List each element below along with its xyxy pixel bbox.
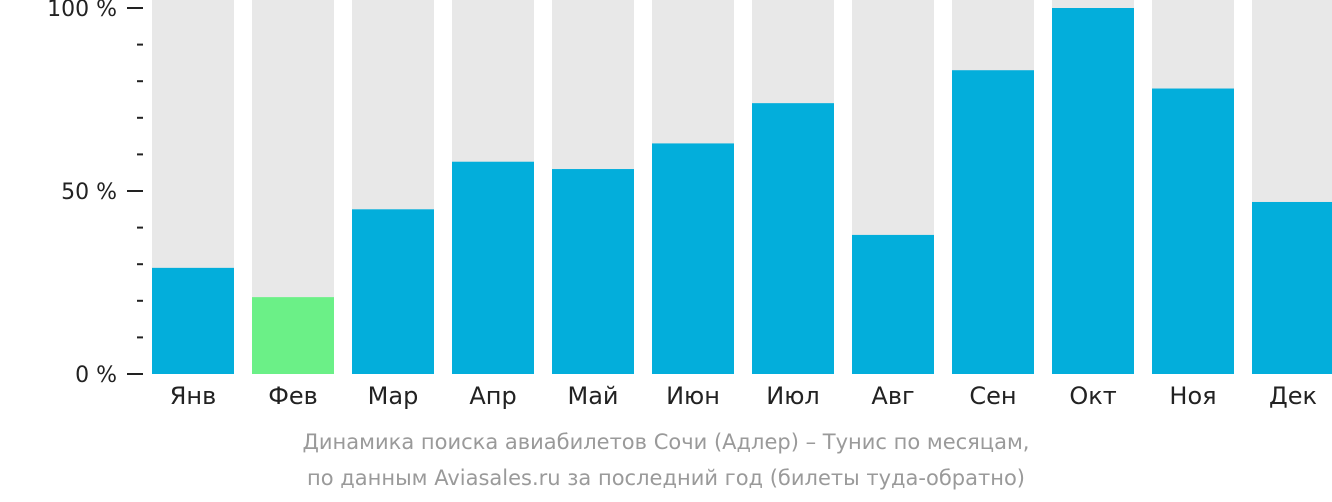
bar-2 — [252, 297, 334, 374]
x-tick-label: Фев — [268, 382, 318, 410]
x-tick-label: Июл — [766, 382, 820, 410]
bar-6 — [652, 143, 734, 374]
bar-8 — [852, 234, 934, 374]
x-tick-label: Авг — [871, 382, 914, 410]
x-tick-label: Апр — [469, 382, 516, 410]
y-axis: 0 % 50 % 100 % — [47, 0, 143, 388]
x-tick-label: Дек — [1269, 382, 1317, 410]
y-tick-label: 50 % — [61, 180, 117, 205]
chart-caption-line-1: Динамика поиска авиабилетов Сочи (Адлер)… — [302, 430, 1030, 454]
x-tick-label: Май — [567, 382, 618, 410]
x-tick-label: Сен — [969, 382, 1016, 410]
x-tick-label: Июн — [666, 382, 720, 410]
x-tick-label: Окт — [1069, 382, 1116, 410]
x-tick-label: Мар — [368, 382, 419, 410]
bar-5 — [552, 169, 634, 374]
chart-caption-line-2: по данным Aviasales.ru за последний год … — [307, 466, 1025, 490]
bar-10 — [1052, 8, 1134, 374]
bar-3 — [352, 209, 434, 374]
bar-chart: 0 % 50 % 100 % Янв Фев Мар Апр Май Июн Июл Авг Сен… — [47, 0, 1332, 410]
bar-1 — [152, 267, 234, 374]
y-tick-label: 0 % — [75, 363, 117, 388]
y-tick-label: 100 % — [47, 0, 117, 22]
bar-7 — [752, 103, 834, 374]
x-tick-label: Ноя — [1169, 382, 1216, 410]
bars — [152, 0, 1332, 375]
x-tick-label: Янв — [170, 382, 217, 410]
bar-12 — [1252, 201, 1332, 374]
bar-9 — [952, 70, 1034, 374]
bar-4 — [452, 161, 534, 374]
x-axis-labels: Янв Фев Мар Апр Май Июн Июл Авг Сен Окт Ноя Дек — [170, 382, 1317, 410]
bar-11 — [1152, 88, 1234, 375]
